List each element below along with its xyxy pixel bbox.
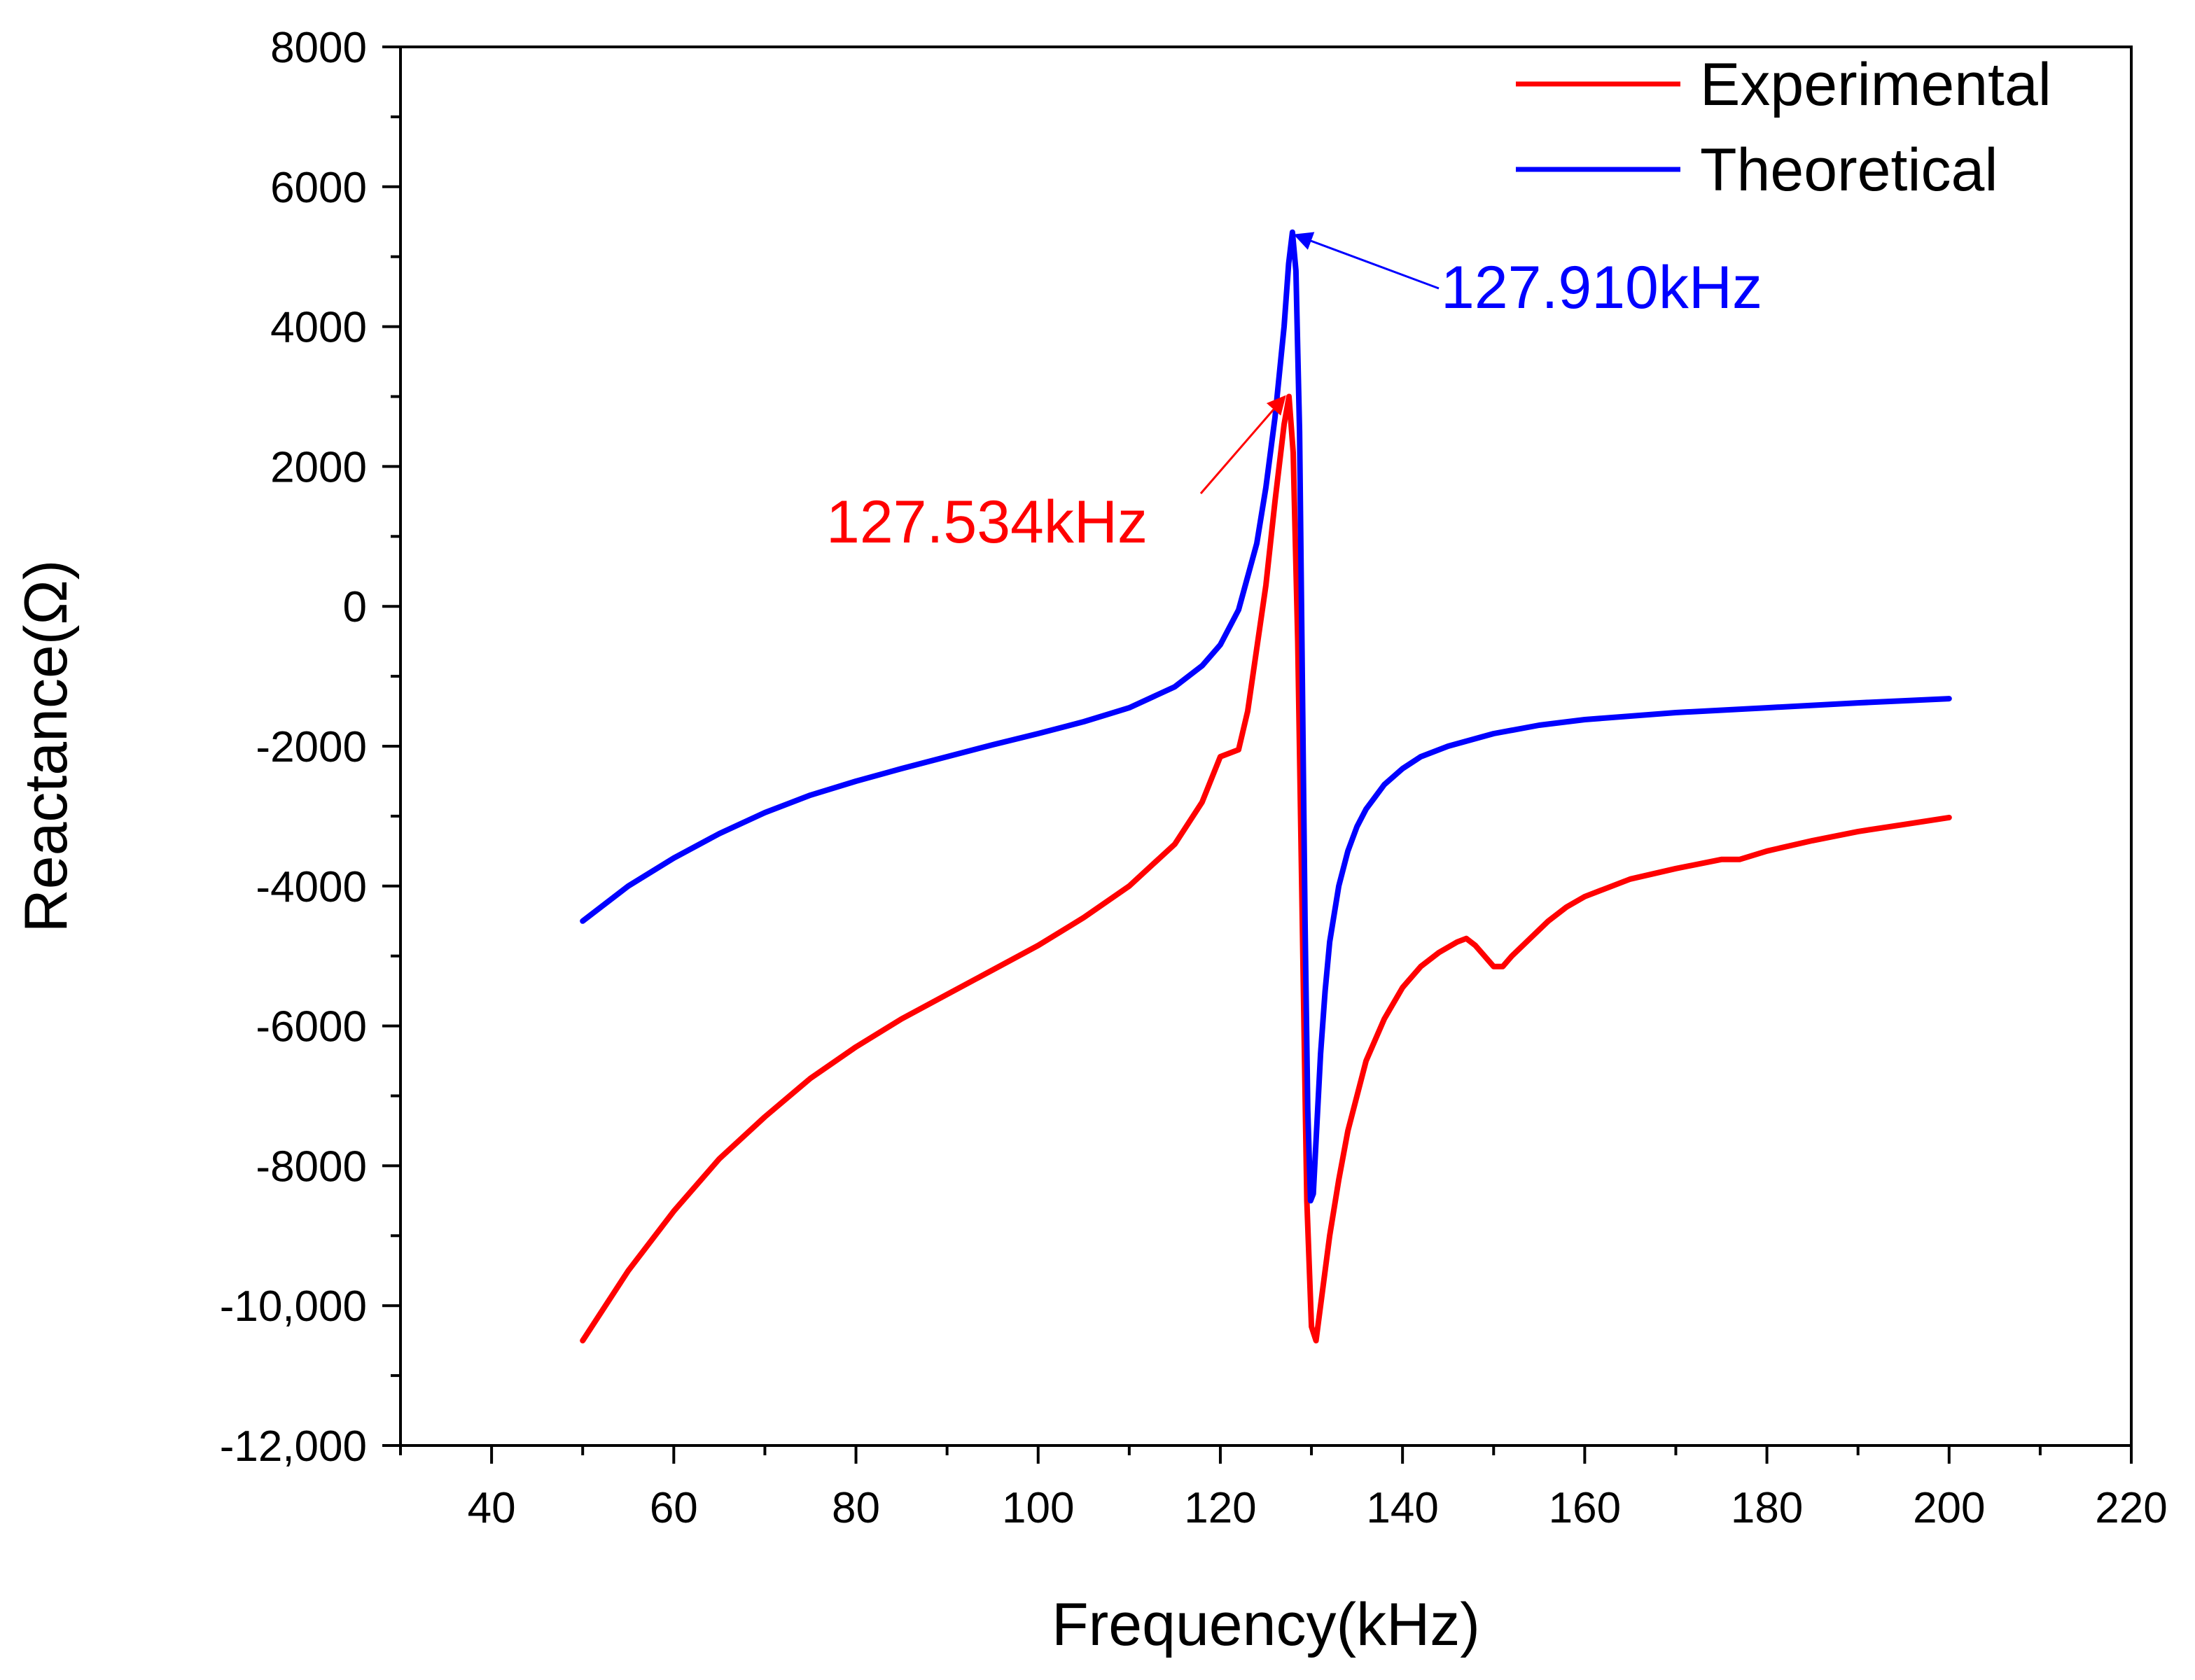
x-tick-label: 120 [1184, 1484, 1256, 1532]
x-tick-label: 180 [1731, 1484, 1803, 1532]
x-tick-label: 200 [1913, 1484, 1985, 1532]
annotation-label: 127.910kHz [1441, 254, 1762, 321]
y-tick-label: 2000 [270, 443, 367, 491]
y-tick-label: -12,000 [220, 1422, 367, 1471]
y-tick-label: 0 [343, 583, 367, 631]
series-line-theoretical [580, 229, 1952, 1204]
y-tick-label: 8000 [270, 24, 367, 72]
x-axis-title: Frequency(kHz) [1052, 1591, 1480, 1658]
x-tick-label: 220 [2095, 1484, 2167, 1532]
x-tick-label: 80 [832, 1484, 880, 1532]
annotations-layer: 127.534kHz 127.910kHz [826, 232, 1762, 556]
y-axis-title: Reactance(Ω) [13, 560, 80, 933]
legend-label-experimental: Experimental [1700, 51, 2051, 118]
x-tick-label: 100 [1002, 1484, 1074, 1532]
legend-label-theoretical: Theoretical [1700, 136, 1998, 204]
x-tick-label: 140 [1366, 1484, 1438, 1532]
y-tick-label: -2000 [256, 723, 367, 771]
series-layer [580, 229, 1952, 1344]
x-tick-label: 160 [1549, 1484, 1621, 1532]
annotation-label: 127.534kHz [826, 489, 1148, 556]
x-tick-label: 60 [650, 1484, 698, 1532]
y-tick-label: 4000 [270, 304, 367, 352]
y-tick-label: -6000 [256, 1003, 367, 1051]
y-tick-label: -8000 [256, 1142, 367, 1191]
x-tick-label: 40 [468, 1484, 516, 1532]
annotation-arrow [1199, 395, 1286, 494]
annotation-arrow [1293, 232, 1440, 290]
y-tick-label: -4000 [256, 863, 367, 911]
ticks-layer [382, 46, 2133, 1464]
legend: Experimental Theoretical [1516, 51, 2051, 204]
series-line-experimental [580, 393, 1952, 1344]
tick-labels-layer: 40 60 80 100 120 140 160 180 200 220 8000 6000 4000 2… [220, 24, 2168, 1532]
y-tick-label: -10,000 [220, 1282, 367, 1331]
y-tick-label: 6000 [270, 164, 367, 212]
plot-frame [399, 46, 2133, 1447]
